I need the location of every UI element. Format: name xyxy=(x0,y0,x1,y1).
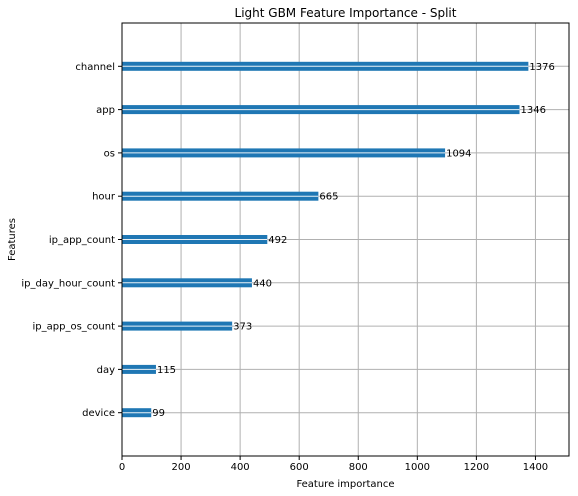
y-tick-label: os xyxy=(104,148,115,159)
data-label: 1094 xyxy=(446,148,471,159)
data-label: 115 xyxy=(157,365,176,376)
y-tick-label: ip_day_hour_count xyxy=(21,278,115,289)
data-label: 373 xyxy=(233,322,252,333)
data-label: 665 xyxy=(319,192,338,203)
x-tick-label: 600 xyxy=(290,462,309,473)
y-tick-label: channel xyxy=(75,62,115,73)
x-tick-label: 200 xyxy=(172,462,191,473)
y-axis-title: Features xyxy=(7,218,18,261)
y-tick-label: ip_app_os_count xyxy=(33,322,116,333)
data-label: 99 xyxy=(152,408,165,419)
chart-title: Light GBM Feature Importance - Split xyxy=(235,6,457,20)
data-label: 492 xyxy=(268,235,287,246)
bar-layer xyxy=(122,61,529,418)
label-layer: 0 200 400 600 800 1000 1200 1400 device 99 day 115 i… xyxy=(21,62,554,473)
x-tick-label: 0 xyxy=(119,462,125,473)
x-tick-label: 1200 xyxy=(464,462,489,473)
y-tick-label: hour xyxy=(92,192,116,203)
data-label: 1376 xyxy=(529,62,554,73)
y-tick-label: device xyxy=(82,408,115,419)
data-label: 1346 xyxy=(521,105,546,116)
y-tick-label: app xyxy=(96,105,115,116)
x-tick-label: 400 xyxy=(231,462,250,473)
y-tick-label: day xyxy=(97,365,115,376)
x-tick-label: 800 xyxy=(349,462,368,473)
data-label: 440 xyxy=(253,278,272,289)
x-tick-label: 1000 xyxy=(405,462,430,473)
x-axis-title: Feature importance xyxy=(296,479,394,490)
tick-layer xyxy=(118,65,536,460)
y-tick-label: ip_app_count xyxy=(49,235,115,246)
x-tick-label: 1400 xyxy=(523,462,548,473)
